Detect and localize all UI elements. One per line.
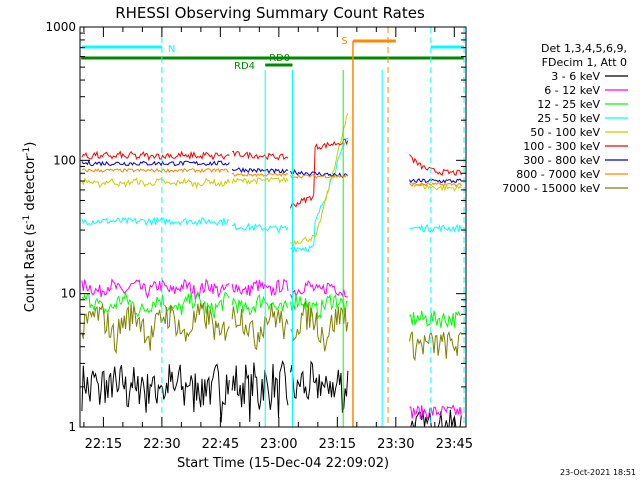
series-line [81,137,462,254]
x-tick-label: 22:30 [143,437,180,452]
y-tick-label: 1 [68,420,76,434]
plot-area [81,113,462,428]
series-line [81,138,462,209]
x-tick-label: 23:15 [319,437,356,452]
x-tick-label: 23:45 [436,437,473,452]
series-line [81,278,462,420]
x-tick-label: 22:15 [85,437,122,452]
legend-header-line-2: FDecim 1, Att 0 [542,56,627,69]
y-tick-label: 10 [61,287,76,301]
timestamp: 23-Oct-2021 18:51 [560,468,636,477]
x-axis-label: Start Time (15-Dec-04 22:09:02) [177,456,389,471]
flag-label-n: N [168,44,175,55]
legend-entry-label: 12 - 25 keV [537,98,600,111]
series-line [81,291,462,329]
x-axis: 22:15 22:30 22:45 23:00 23:15 23:30 23:45 [83,27,473,452]
legend-entry-label: 7000 - 15000 keV [502,182,600,195]
y-axis-label: Count Rate (s-1 detector-1) [22,142,38,313]
legend-entry-label: 100 - 300 keV [523,140,600,153]
x-tick-label: 23:30 [377,437,414,452]
x-tick-label: 23:00 [260,437,297,452]
flag-label-rd0: RD0 [269,53,290,64]
y-tick-label: 100 [53,153,76,167]
series-line [81,167,462,188]
y-axis: 1 10 100 1000 [45,20,466,434]
series-line [81,360,462,428]
series-line [81,159,462,184]
flag-label-s: S [341,36,347,47]
chart-title: RHESSI Observing Summary Count Rates [115,4,425,22]
legend-entry-label: 6 - 12 keV [544,84,600,97]
plot-frame [79,26,467,428]
series-line [81,113,462,247]
legend-entry-label: 800 - 7000 keV [516,168,600,181]
x-tick-label: 22:45 [202,437,239,452]
flag-label-rd4: RD4 [234,61,255,72]
legend-entry-label: 25 - 50 keV [537,112,600,125]
series-line [81,301,462,362]
legend-entry-label: 300 - 800 keV [523,154,600,167]
legend-entry-label: 50 - 100 keV [530,126,600,139]
y-tick-label: 1000 [45,20,76,34]
legend: Det 1,3,4,5,6,9, FDecim 1, Att 0 3 - 6 k… [502,42,628,195]
flag-layer: N RD0 RD4 S [81,27,465,427]
legend-header-line-1: Det 1,3,4,5,6,9, [541,42,627,55]
legend-entry-label: 3 - 6 keV [551,70,600,83]
